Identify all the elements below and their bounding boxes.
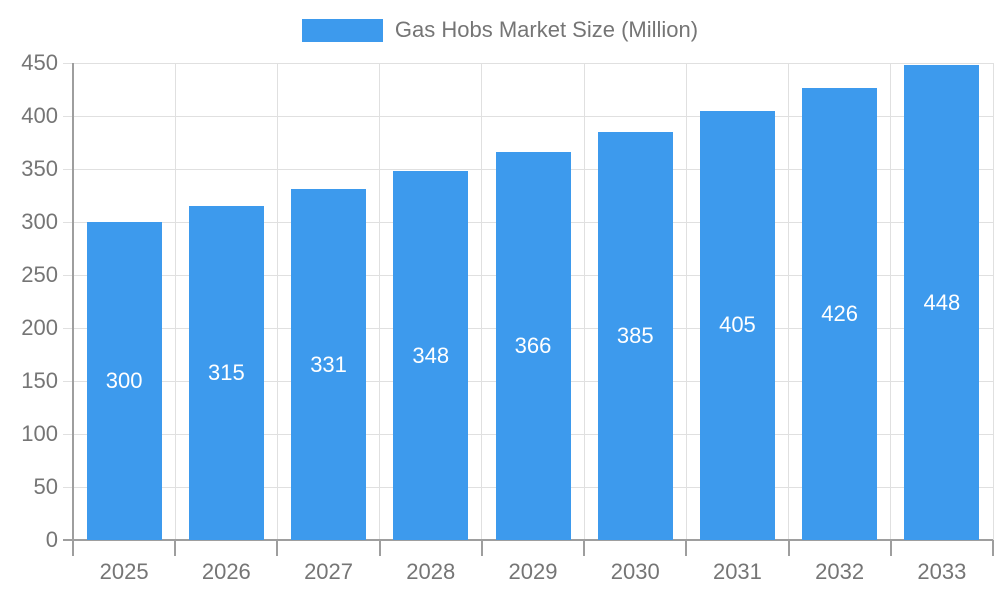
x-axis-tick bbox=[787, 540, 790, 556]
x-axis-tick bbox=[992, 540, 994, 556]
legend-label: Gas Hobs Market Size (Million) bbox=[394, 17, 699, 42]
gridline-v bbox=[992, 63, 994, 540]
bar-2030[interactable] bbox=[597, 131, 673, 540]
bar-2029[interactable] bbox=[495, 152, 571, 540]
bar-2031[interactable] bbox=[699, 110, 775, 540]
gridline-v bbox=[583, 63, 585, 540]
legend-swatch bbox=[301, 18, 383, 42]
x-axis-tick bbox=[480, 540, 483, 556]
gridline-v bbox=[890, 63, 892, 540]
gridline-v bbox=[685, 63, 687, 540]
bar-value-label: 426 bbox=[821, 301, 859, 327]
y-axis-label: 150 bbox=[21, 368, 58, 393]
bar-2027[interactable] bbox=[291, 189, 367, 540]
x-axis-tick bbox=[276, 540, 279, 556]
y-axis-label: 50 bbox=[33, 474, 58, 499]
bar-2028[interactable] bbox=[393, 171, 469, 540]
x-axis-label: 2028 bbox=[406, 559, 456, 584]
bar-value-label: 448 bbox=[923, 289, 961, 315]
y-axis-line bbox=[72, 63, 74, 556]
legend[interactable]: Gas Hobs Market Size (Million) bbox=[0, 17, 1000, 43]
x-axis-label: 2032 bbox=[815, 559, 865, 584]
y-axis-label: 350 bbox=[21, 156, 58, 181]
y-axis-label: 200 bbox=[21, 315, 58, 340]
y-axis-label: 450 bbox=[21, 50, 58, 75]
bar-value-label: 348 bbox=[412, 342, 450, 368]
y-axis-label: 300 bbox=[21, 209, 58, 234]
bar-value-label: 405 bbox=[719, 312, 756, 338]
bar-value-label: 331 bbox=[310, 351, 347, 377]
bar-2033[interactable] bbox=[904, 65, 980, 540]
x-axis-tick bbox=[378, 540, 381, 556]
gridline-v bbox=[788, 63, 790, 540]
bar-2032[interactable] bbox=[802, 88, 878, 540]
x-axis-label: 2029 bbox=[508, 559, 558, 584]
bar-value-label: 315 bbox=[207, 360, 245, 386]
bar-value-label: 385 bbox=[616, 322, 654, 348]
y-axis-label: 100 bbox=[21, 421, 58, 446]
gridline-h bbox=[63, 115, 993, 117]
x-axis-tick bbox=[685, 540, 688, 556]
gridline-v bbox=[174, 63, 176, 540]
bar-value-label: 366 bbox=[514, 333, 552, 359]
x-axis-tick bbox=[174, 540, 177, 556]
gridline-h bbox=[63, 62, 993, 64]
x-axis-line bbox=[63, 539, 993, 541]
x-axis-label: 2026 bbox=[201, 559, 251, 584]
x-axis-label: 2033 bbox=[917, 559, 967, 584]
x-axis-tick bbox=[889, 540, 892, 556]
y-axis-label: 400 bbox=[21, 103, 58, 128]
x-axis-label: 2030 bbox=[610, 559, 660, 584]
bar-value-label: 300 bbox=[105, 368, 143, 393]
x-axis-label: 2031 bbox=[712, 559, 762, 584]
x-axis-label: 2025 bbox=[99, 559, 149, 584]
gridline-v bbox=[379, 63, 381, 540]
gridline-v bbox=[276, 63, 278, 540]
bar-2026[interactable] bbox=[188, 206, 264, 540]
y-axis-label: 250 bbox=[21, 262, 58, 287]
y-axis-label: 0 bbox=[45, 527, 58, 552]
bar-2025[interactable] bbox=[86, 222, 162, 540]
gridline-v bbox=[481, 63, 483, 540]
x-axis-label: 2027 bbox=[304, 559, 354, 584]
x-axis-tick bbox=[583, 540, 586, 556]
